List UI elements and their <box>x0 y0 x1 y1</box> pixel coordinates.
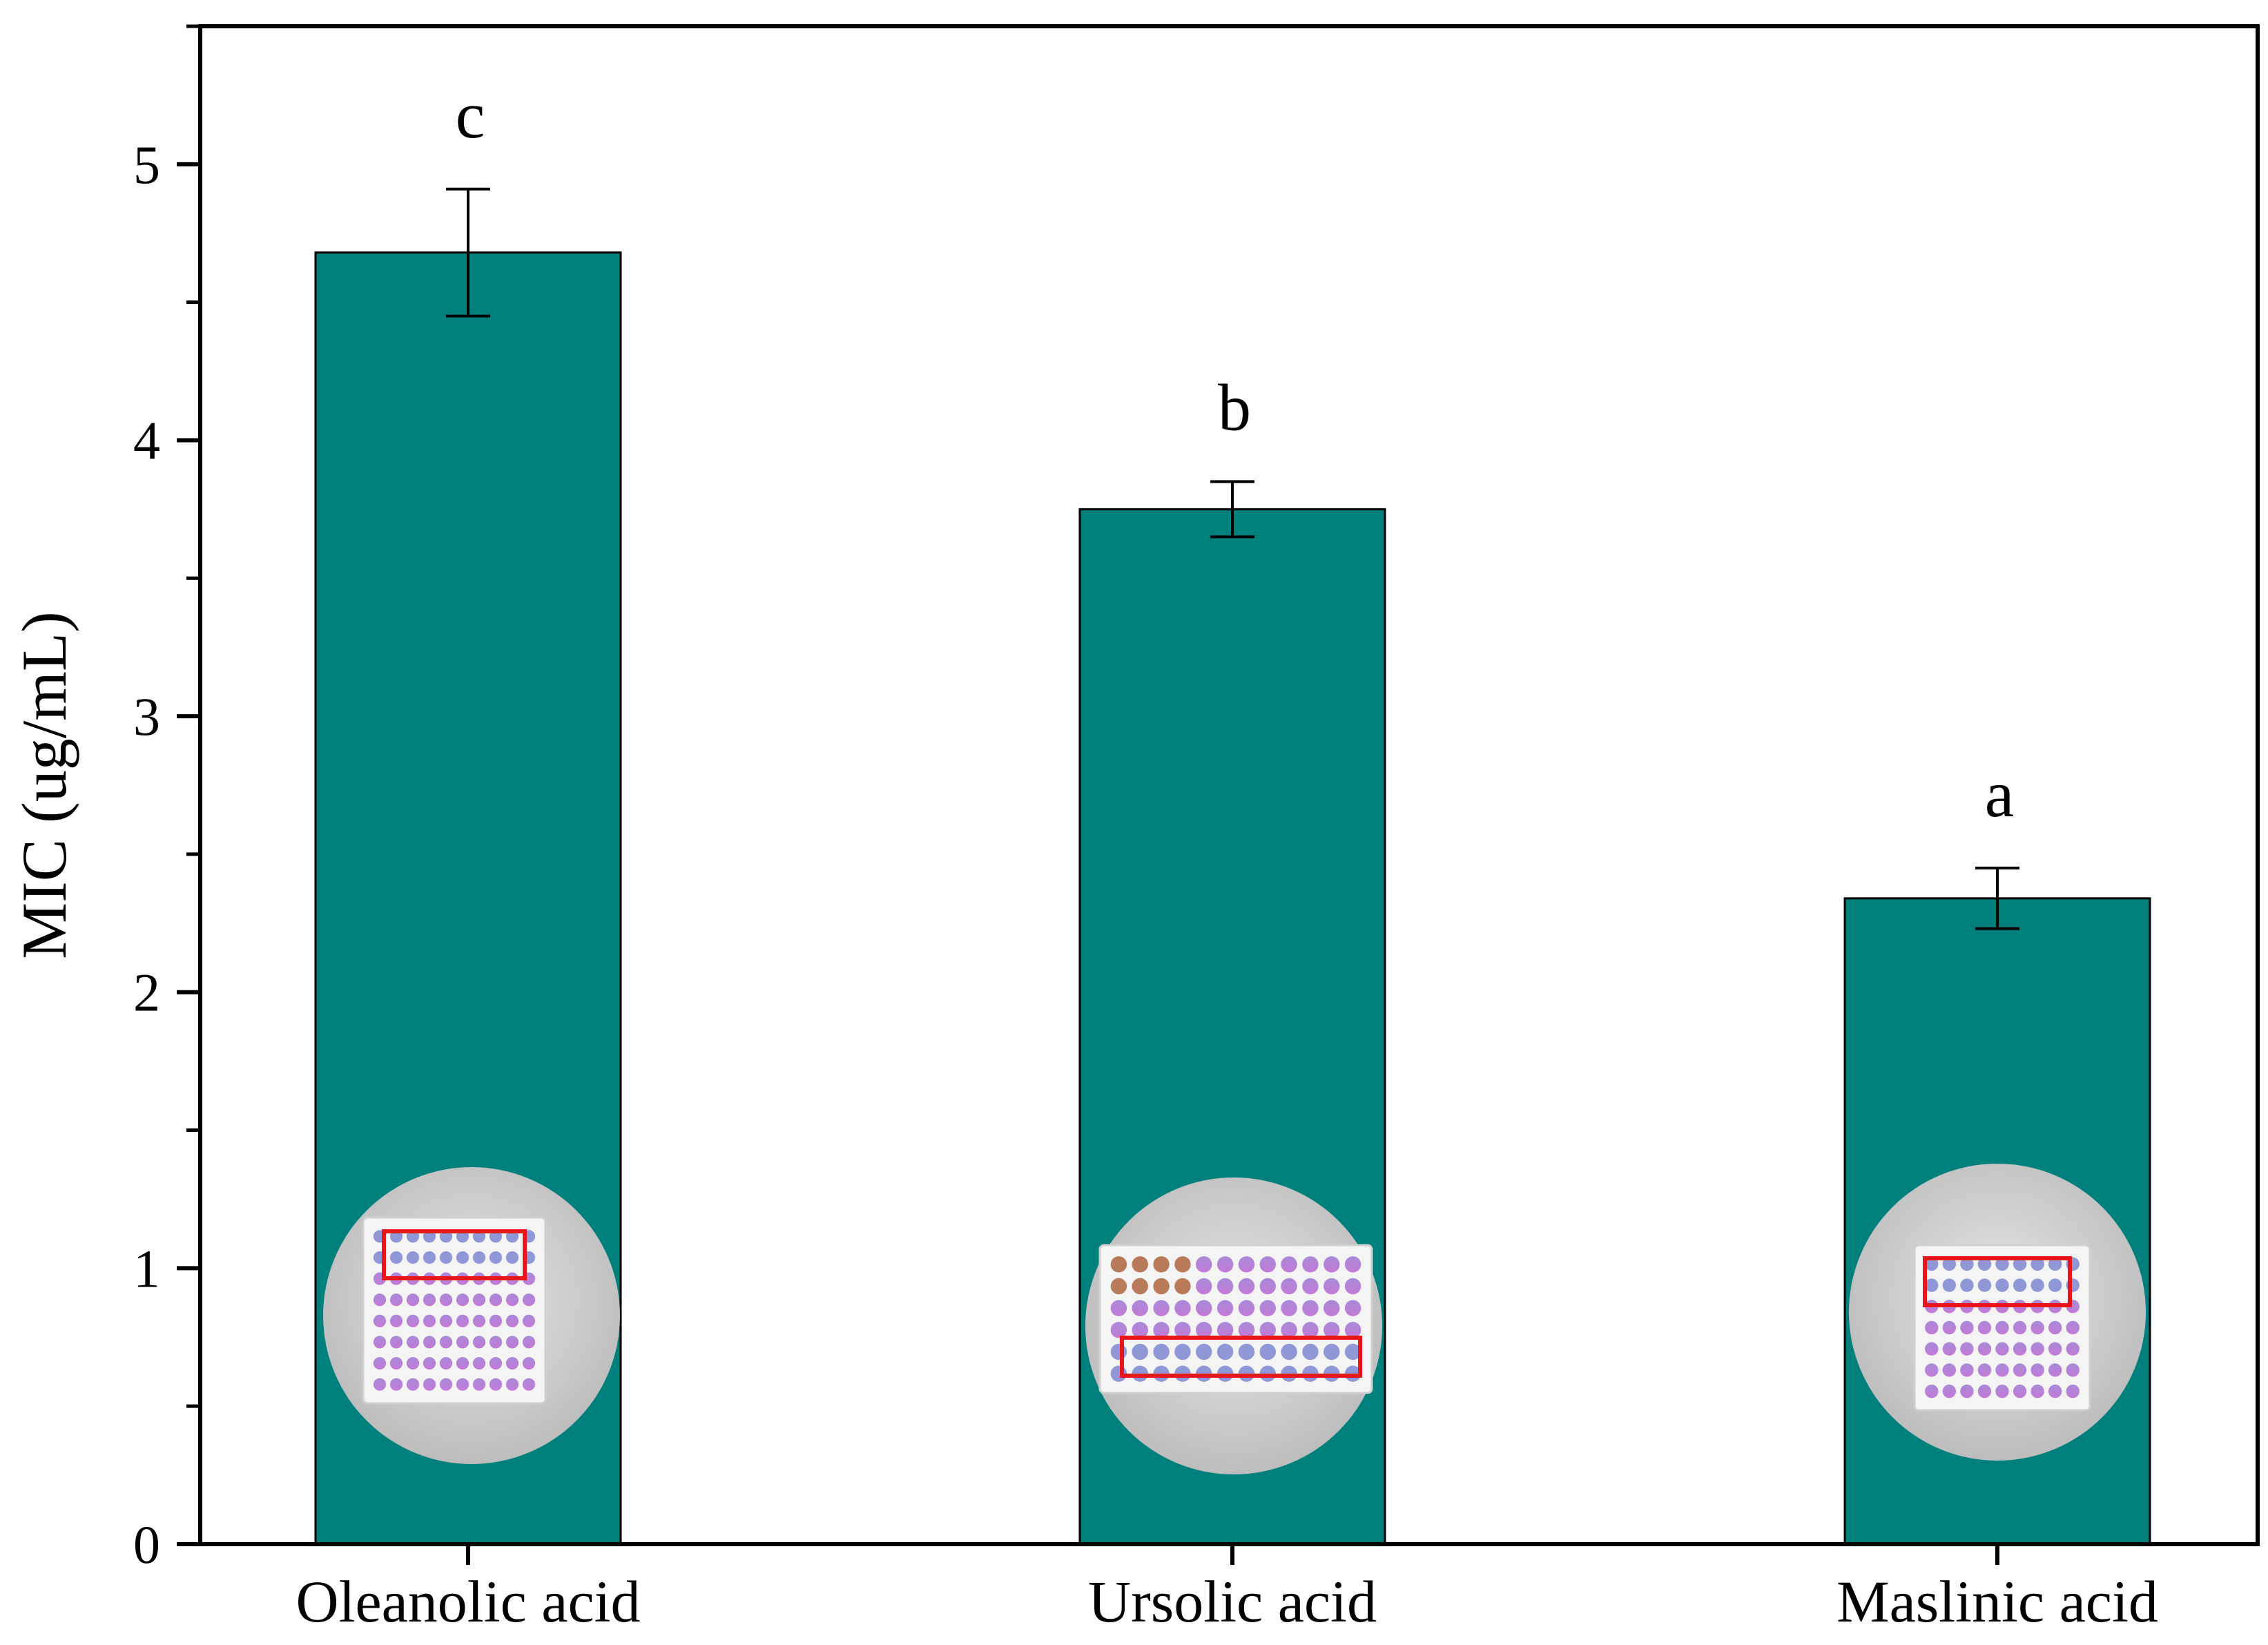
plot-frame <box>198 24 2260 1546</box>
significance-labels-layer: c b a <box>456 78 2015 831</box>
x-category-label: Ursolic acid <box>1088 1568 1377 1635</box>
significance-label: a <box>1985 757 2015 831</box>
error-bar <box>1975 866 2019 930</box>
y-tick-label: 3 <box>133 686 160 747</box>
y-tick-label: 2 <box>133 963 160 1023</box>
inset-photos-layer <box>323 1164 2146 1474</box>
y-axis-title: MIC (ug/mL) <box>9 611 79 959</box>
x-category-label: Maslinic acid <box>1836 1568 2158 1635</box>
plate-photo-inset <box>323 1167 620 1464</box>
y-axis: 0 1 2 3 4 5 <box>133 24 200 1575</box>
significance-label: b <box>1218 370 1251 444</box>
plate-photo-inset <box>1849 1164 2146 1461</box>
x-axis: Oleanolic acid Ursolic acid Maslinic acid <box>295 1544 2158 1635</box>
error-bar <box>446 187 490 318</box>
error-bar <box>1210 480 1254 539</box>
y-tick-label: 0 <box>133 1514 160 1575</box>
significance-label: c <box>456 78 485 152</box>
x-category-label: Oleanolic acid <box>295 1568 640 1635</box>
plate-photo-inset <box>1085 1177 1382 1474</box>
y-tick-label: 4 <box>133 410 160 470</box>
y-tick-label: 1 <box>133 1238 160 1298</box>
error-bars-layer <box>446 187 2019 930</box>
y-tick-label: 5 <box>133 135 160 195</box>
